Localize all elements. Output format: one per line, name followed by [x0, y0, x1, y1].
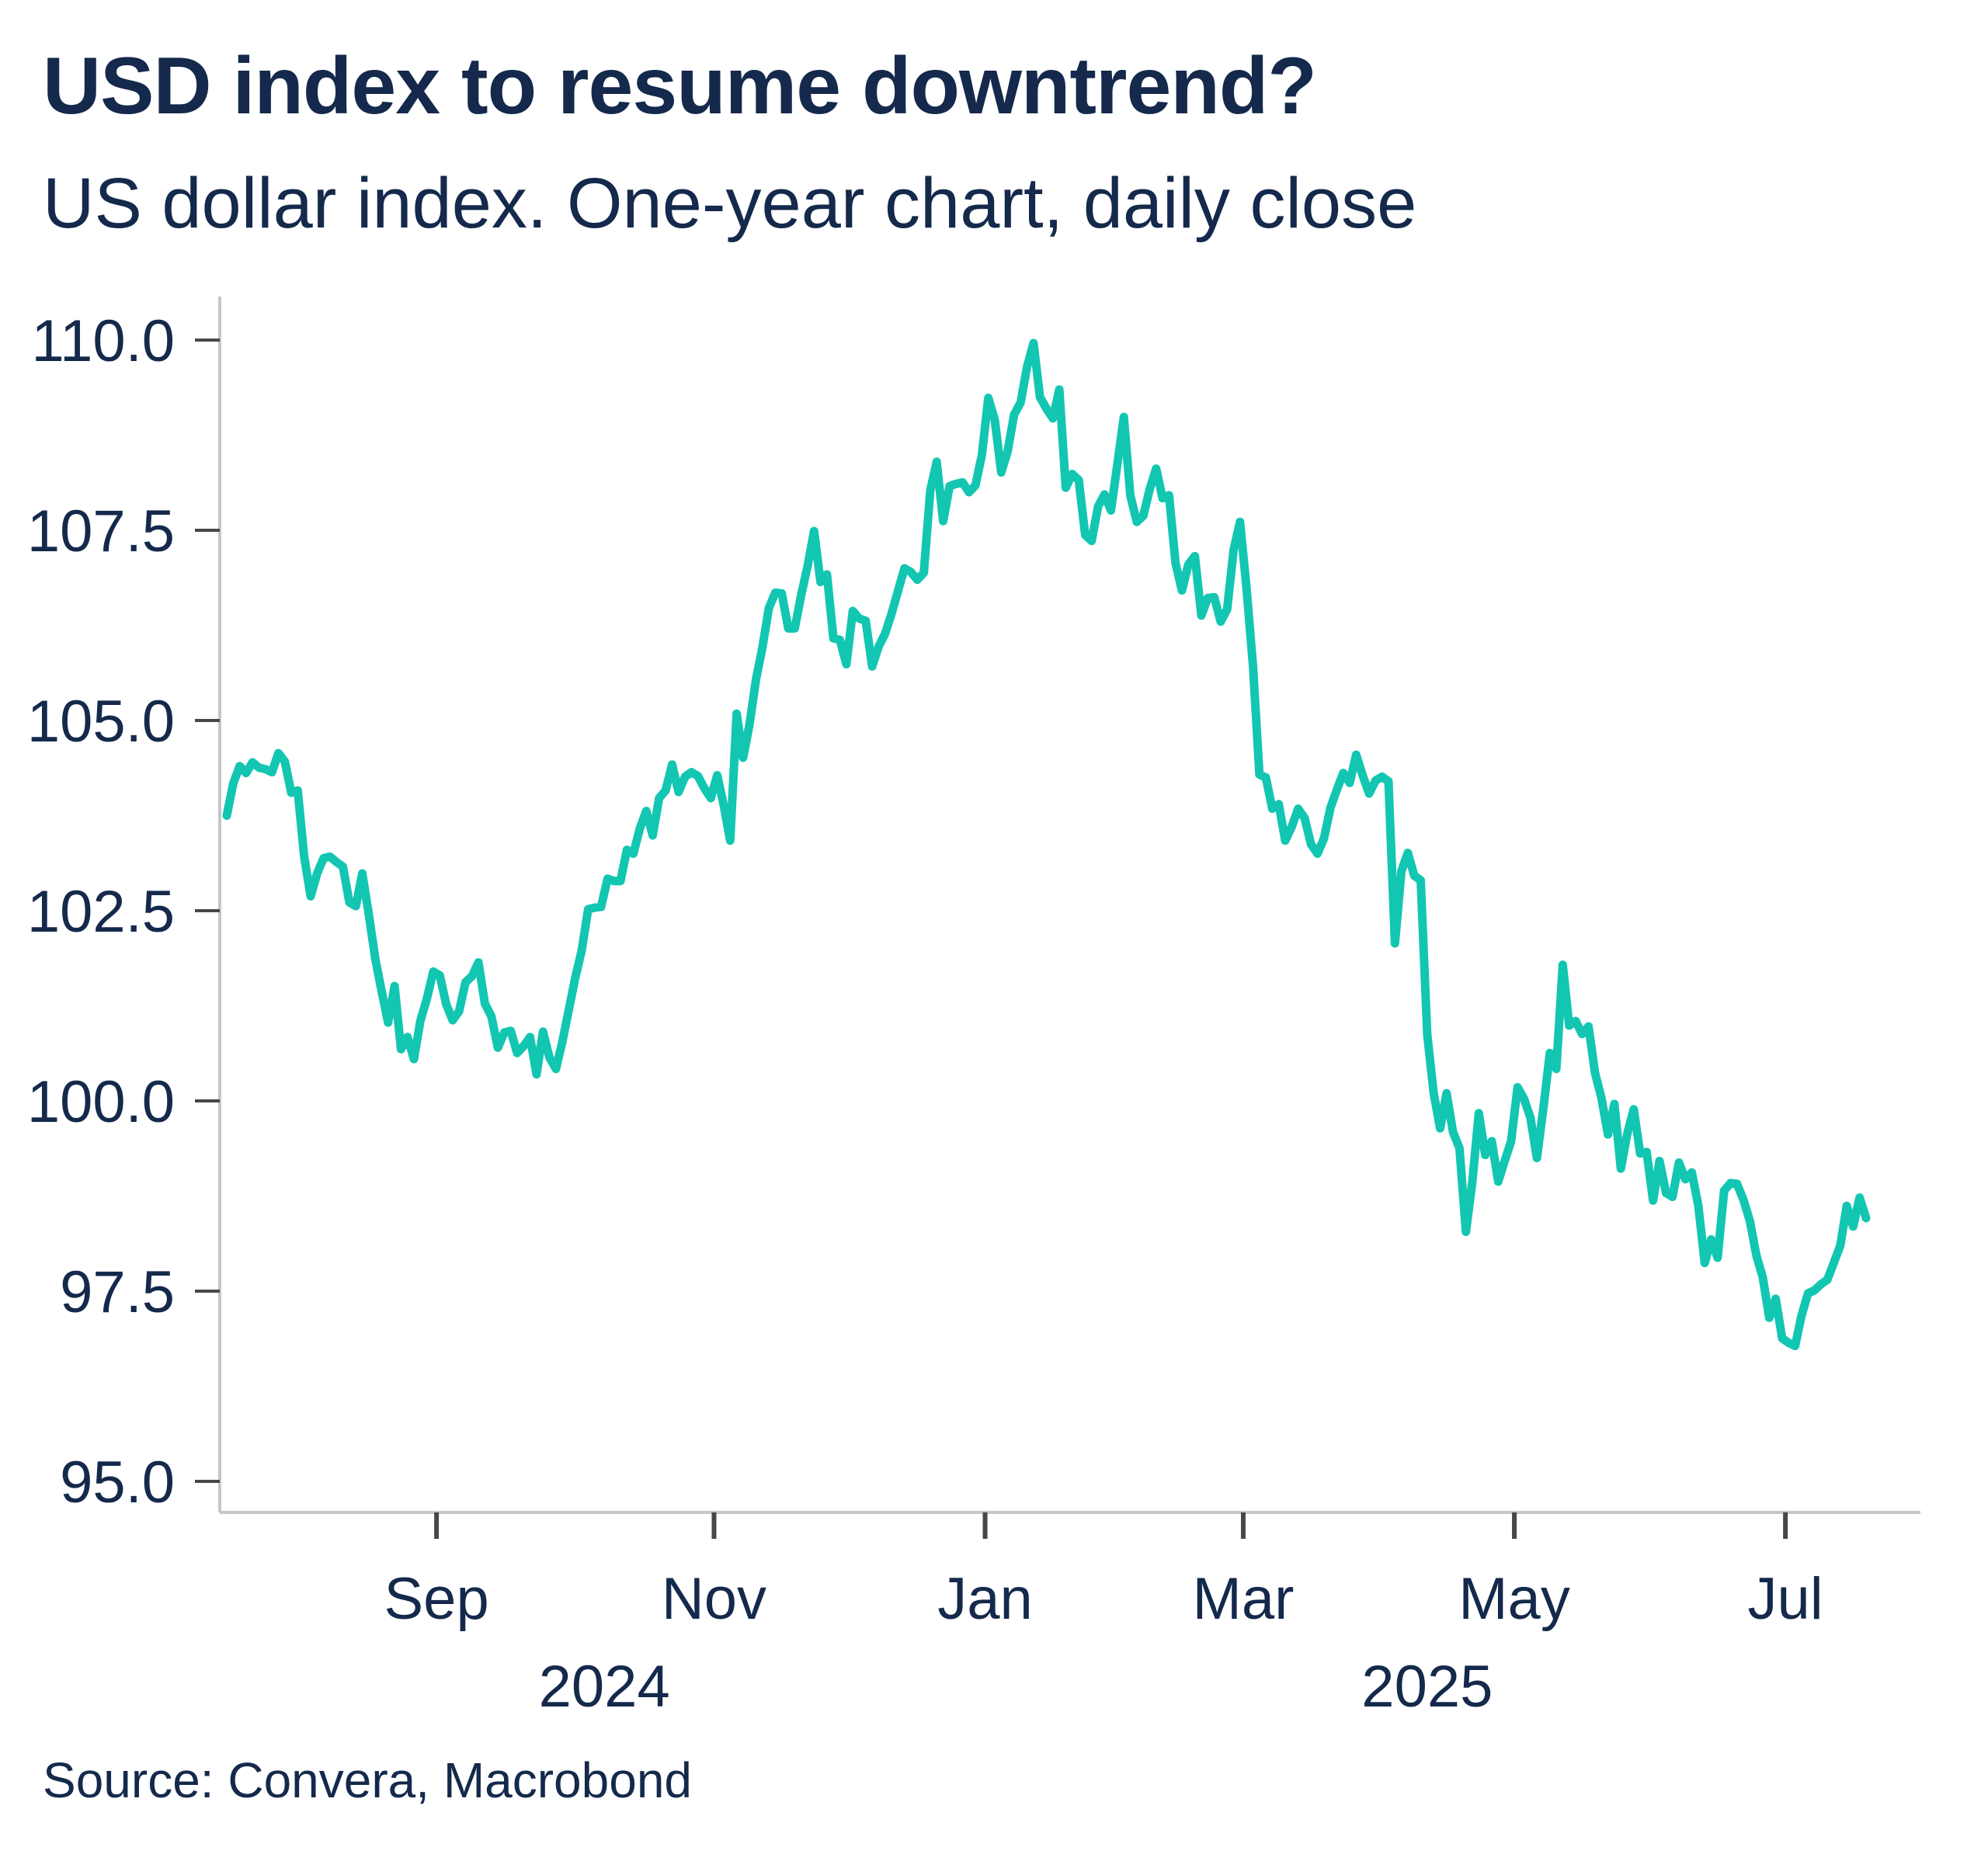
- y-tick-label: 97.5: [60, 1259, 175, 1325]
- usd-index-line: [222, 339, 1871, 1351]
- y-tick-label: 105.0: [27, 689, 175, 755]
- page-title: USD index to resume downtrend?: [43, 41, 1317, 131]
- x-tick-label: Sep: [384, 1566, 488, 1632]
- source-note: Source: Convera, Macrobond: [43, 1752, 692, 1808]
- x-tick-label: May: [1458, 1566, 1570, 1632]
- y-tick-label: 100.0: [27, 1069, 175, 1135]
- y-tick-label: 107.5: [27, 498, 175, 564]
- y-tick-label: 110.0: [31, 308, 175, 374]
- y-tick-label: 95.0: [60, 1450, 175, 1516]
- x-tick-label: Jan: [937, 1566, 1033, 1632]
- x-tick-label: Nov: [662, 1566, 766, 1632]
- chart-subtitle: US dollar index. One-year chart, daily c…: [43, 164, 1417, 243]
- y-tick-label: 102.5: [27, 879, 175, 945]
- year-label: 2024: [539, 1654, 670, 1720]
- x-tick-label: Mar: [1193, 1566, 1295, 1632]
- x-tick-label: Jul: [1748, 1566, 1823, 1632]
- year-label: 2025: [1361, 1654, 1493, 1720]
